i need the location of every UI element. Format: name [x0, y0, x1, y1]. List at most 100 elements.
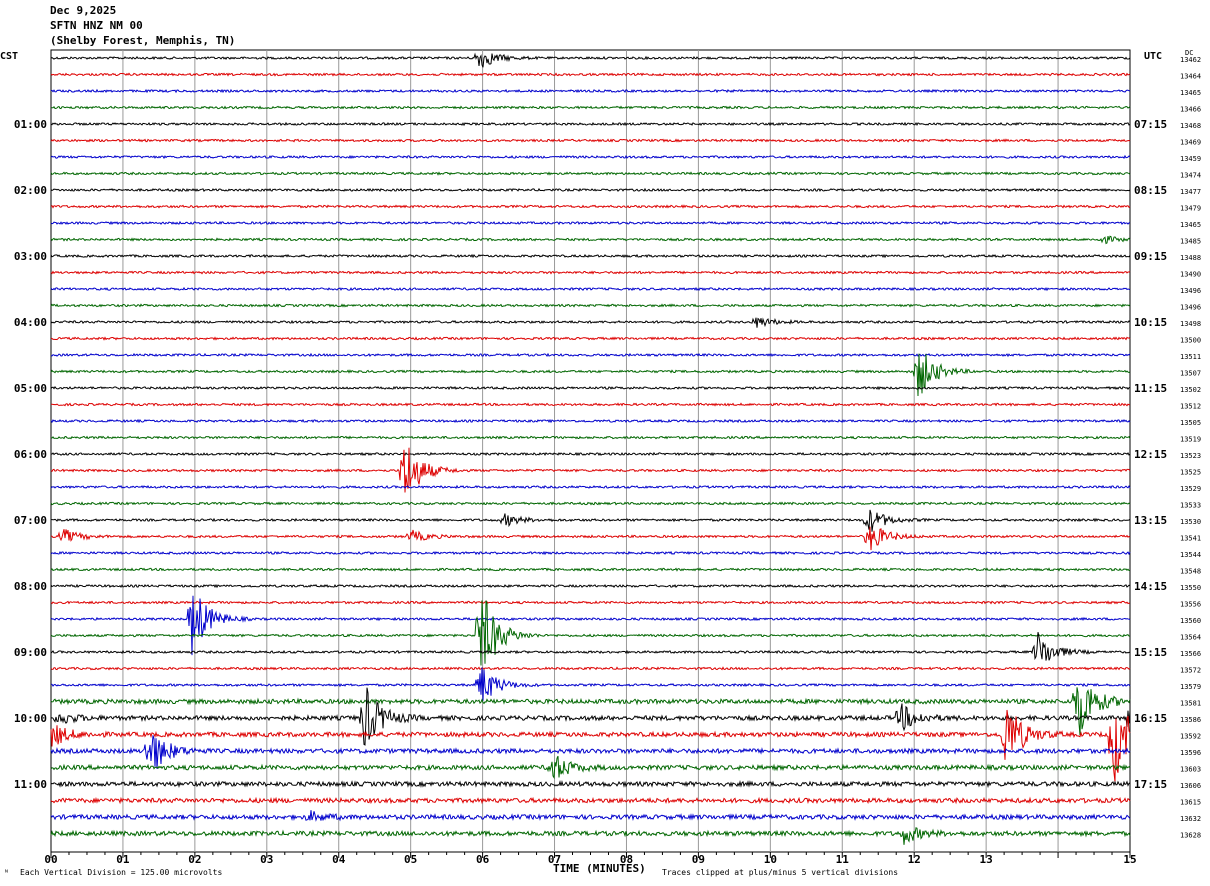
dc-offset-label: 13541 [1180, 535, 1201, 543]
dc-offset-label: 13560 [1180, 617, 1201, 625]
clip-note: Traces clipped at plus/minus 5 vertical … [662, 868, 899, 877]
x-tick-label: 01 [116, 853, 130, 866]
dc-offset-label: 13632 [1180, 815, 1201, 823]
dc-offset-label: 13477 [1180, 188, 1201, 196]
x-tick-label: 11 [836, 853, 850, 866]
dc-offset-label: 13505 [1180, 419, 1201, 427]
trace-line [50, 583, 1131, 589]
trace-line [50, 418, 1131, 424]
plot-frame [50, 49, 1131, 853]
dc-offset-label: 13474 [1180, 172, 1201, 180]
trace-line [51, 105, 1131, 110]
cst-time-label: 08:00 [14, 580, 47, 593]
trace-line [50, 484, 1131, 490]
trace-line [50, 235, 1131, 245]
x-tick-label: 04 [332, 853, 346, 866]
trace-line [50, 138, 1131, 143]
trace-line [50, 631, 1131, 661]
dc-offset-label: 13548 [1180, 568, 1201, 576]
trace-line [50, 220, 1131, 226]
trace-line [50, 385, 1131, 391]
cst-time-label: 04:00 [14, 316, 47, 329]
x-tick-label: 13 [980, 853, 993, 866]
dc-offset-label: 13465 [1180, 221, 1201, 229]
trace-line [50, 779, 1131, 789]
utc-time-label: 15:15 [1134, 646, 1167, 659]
x-tick-label: 07 [548, 853, 561, 866]
trace-line [50, 501, 1131, 506]
trace-line [50, 121, 1131, 127]
trace-line [50, 402, 1131, 407]
trace-line [50, 666, 1131, 671]
trace-line [51, 435, 1131, 440]
trace-line [50, 171, 1131, 176]
trace-line [50, 755, 1131, 780]
dc-offset-label: 13512 [1180, 403, 1201, 411]
scale-icon: ᴺ [4, 868, 9, 877]
dc-offset-label: 13615 [1180, 799, 1201, 807]
trace-line [50, 154, 1131, 160]
dc-offset-label: 13550 [1180, 584, 1201, 592]
trace-line [50, 667, 1131, 701]
trace-line [50, 550, 1131, 556]
dc-offset-label: 13511 [1180, 353, 1201, 361]
cst-time-label: 01:00 [14, 118, 47, 131]
trace-line [50, 204, 1131, 209]
cst-time-label: 03:00 [14, 250, 47, 263]
location-label: (Shelby Forest, Memphis, TN) [50, 34, 236, 47]
cst-time-label: 06:00 [14, 448, 47, 461]
trace-line [50, 88, 1131, 94]
trace-line [50, 317, 1131, 328]
x-tick-label: 02 [188, 853, 201, 866]
x-tick-label: 05 [404, 853, 417, 866]
cst-axis-label: CST [0, 51, 19, 62]
dc-offset-label: 13500 [1180, 337, 1201, 345]
x-tick-label: 03 [260, 853, 273, 866]
dc-offset-label: 13566 [1180, 650, 1201, 658]
x-axis-label: TIME (MINUTES) [553, 862, 646, 875]
trace-line [50, 567, 1131, 572]
cst-time-label: 02:00 [14, 184, 47, 197]
dc-offset-label: 13459 [1180, 155, 1201, 163]
dc-offset-label: 13556 [1180, 601, 1201, 609]
dc-label: DC [1185, 49, 1194, 57]
dc-offset-label: 13525 [1180, 469, 1201, 477]
dc-offset-label: 13581 [1180, 700, 1201, 708]
trace-line [50, 709, 1131, 782]
dc-offset-label: 13628 [1180, 832, 1201, 840]
dc-offset-label: 13498 [1180, 320, 1201, 328]
dc-offset-label: 13530 [1180, 518, 1201, 526]
utc-time-label: 12:15 [1134, 448, 1167, 461]
trace-line [50, 286, 1131, 292]
dc-offset-label: 13496 [1180, 304, 1201, 312]
dc-offset-label: 13579 [1180, 683, 1201, 691]
dc-offset-label: 13592 [1180, 733, 1201, 741]
trace-line [50, 270, 1131, 275]
dc-offset-label: 13586 [1180, 716, 1201, 724]
x-tick-label: 08 [620, 853, 633, 866]
trace-line [50, 687, 1131, 736]
trace-line [50, 810, 1131, 822]
trace-line [50, 447, 1131, 493]
x-tick-label: 00 [44, 853, 57, 866]
utc-time-label: 16:15 [1134, 712, 1167, 725]
trace-line [50, 353, 1131, 397]
dc-offset-label: 13468 [1180, 122, 1201, 130]
dc-offset-label: 13564 [1180, 634, 1201, 642]
trace-line [50, 595, 1131, 656]
cst-time-label: 11:00 [14, 778, 47, 791]
trace-line [50, 600, 1131, 605]
dc-offset-label: 13490 [1180, 271, 1201, 279]
trace-line [50, 451, 1131, 457]
trace-line [50, 253, 1131, 259]
dc-offset-label: 13523 [1180, 452, 1201, 460]
trace-line [50, 687, 1131, 746]
x-tick-label: 10 [764, 853, 777, 866]
trace-line [50, 303, 1131, 308]
trace-line [50, 336, 1131, 341]
dc-offset-label: 13464 [1180, 73, 1201, 81]
trace-line [50, 827, 1131, 845]
x-tick-label: 06 [476, 853, 490, 866]
utc-time-label: 09:15 [1134, 250, 1167, 263]
